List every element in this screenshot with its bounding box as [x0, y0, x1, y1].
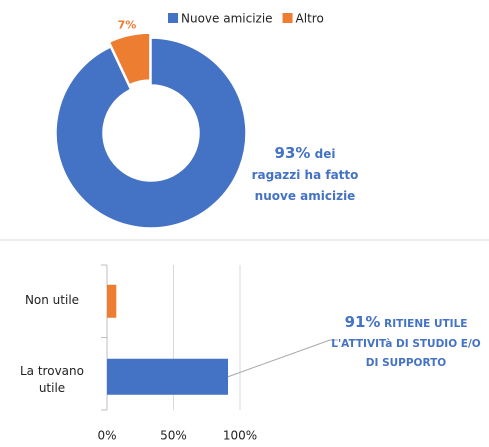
y-tick-label: La trovano utile	[20, 363, 84, 395]
annotation-text: dei ragazzi ha fatto nuove amicizie	[251, 147, 359, 203]
bar	[107, 358, 229, 395]
callout-line	[227, 339, 338, 378]
bar	[107, 284, 117, 318]
legend-swatch	[168, 13, 178, 23]
bar-annotation: 91% RITIENE UTILE L'ATTIVITà DI STUDIO E…	[328, 313, 484, 374]
legend-label: Nuove amicizie	[181, 12, 273, 26]
annotation-highlight: 93%	[274, 144, 311, 162]
slice	[55, 37, 247, 229]
x-tick-label: 50%	[160, 429, 187, 443]
annotation-highlight: 91%	[344, 313, 381, 331]
y-tick-label: Non utile	[24, 293, 80, 308]
donut-annotation: 93% dei ragazzi ha fatto nuove amicizie	[250, 143, 360, 207]
legend-label: Altro	[296, 12, 324, 26]
x-tick-label: 100%	[223, 429, 257, 443]
annotation-text: RITIENE UTILE L'ATTIVITà DI STUDIO E/O D…	[331, 318, 481, 369]
value-label: 7%	[118, 19, 137, 32]
legend-swatch	[282, 13, 293, 23]
x-tick-label: 0%	[97, 429, 116, 443]
slice	[108, 32, 151, 86]
